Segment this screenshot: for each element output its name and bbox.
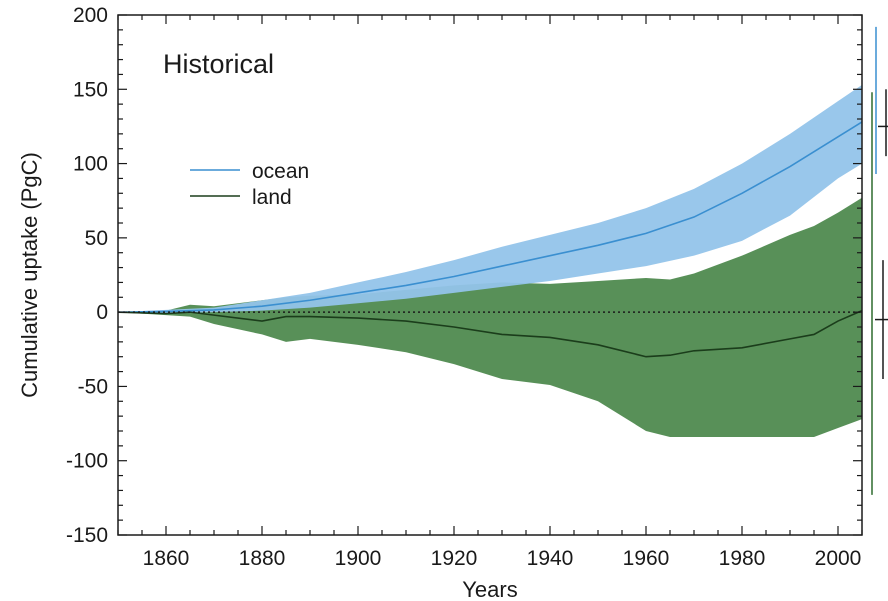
land-mean-line — [117, 309, 863, 358]
y-tick-label: 0 — [96, 301, 108, 324]
y-axis-label: Cumulative uptake (PgC) — [17, 152, 42, 398]
x-axis-label: Years — [462, 577, 517, 601]
ocean-mean-line — [117, 121, 863, 313]
x-tick-label: 1960 — [623, 547, 670, 570]
y-tick-label: 200 — [73, 4, 108, 27]
x-tick-label: 1900 — [335, 547, 382, 570]
y-tick-label: 100 — [73, 153, 108, 176]
y-tick-label: -150 — [66, 524, 108, 547]
x-tick-label: 1880 — [239, 547, 286, 570]
uncertainty-bands — [118, 84, 862, 437]
x-tick-label: 1980 — [719, 547, 766, 570]
y-tick-label: -50 — [78, 375, 108, 398]
series-lines — [117, 121, 863, 358]
land-uncertainty-band — [118, 197, 862, 437]
y-tick-label: -100 — [66, 450, 108, 473]
x-tick-label: 1940 — [527, 547, 574, 570]
ocean-uncertainty-band — [118, 84, 862, 313]
x-tick-label: 2000 — [815, 547, 862, 570]
x-tick-label: 1920 — [431, 547, 478, 570]
y-tick-label: 150 — [73, 78, 108, 101]
y-tick-label: 50 — [85, 227, 108, 250]
legend-land-label: land — [252, 186, 292, 209]
panel-label: Historical — [163, 49, 274, 79]
x-tick-label: 1860 — [143, 547, 190, 570]
legend-ocean-label: ocean — [252, 160, 309, 183]
legend: ocean land — [190, 160, 309, 209]
side-range-bars — [871, 26, 888, 495]
plot-frame — [117, 14, 863, 536]
